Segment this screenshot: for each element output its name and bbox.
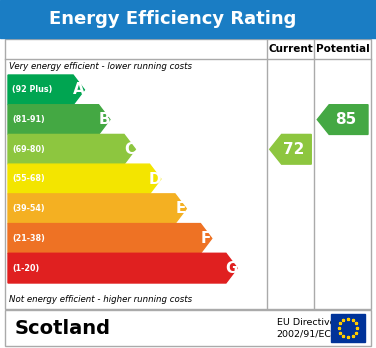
Text: G: G [225, 261, 238, 276]
Text: (81-91): (81-91) [12, 115, 45, 124]
Polygon shape [8, 75, 84, 105]
Bar [5, 39, 371, 309]
Text: D: D [149, 172, 161, 187]
Polygon shape [8, 164, 161, 194]
Text: C: C [124, 142, 135, 157]
Bar [331, 314, 365, 342]
Text: Very energy efficient - lower running costs: Very energy efficient - lower running co… [9, 62, 192, 71]
Polygon shape [8, 134, 135, 164]
Text: F: F [201, 231, 211, 246]
Text: (92 Plus): (92 Plus) [12, 85, 52, 94]
Text: (21-38): (21-38) [12, 234, 45, 243]
Polygon shape [8, 194, 186, 223]
Text: Energy Efficiency Rating: Energy Efficiency Rating [49, 10, 297, 28]
Text: A: A [73, 82, 85, 97]
Bar [5, 310, 371, 346]
Polygon shape [317, 105, 368, 134]
Text: (39-54): (39-54) [12, 204, 45, 213]
Text: 72: 72 [284, 142, 305, 157]
Text: (69-80): (69-80) [12, 145, 45, 154]
Polygon shape [270, 134, 311, 164]
Polygon shape [8, 105, 110, 134]
Text: 85: 85 [335, 112, 357, 127]
Text: Scotland: Scotland [15, 318, 111, 338]
Text: (55-68): (55-68) [12, 174, 45, 183]
Text: Not energy efficient - higher running costs: Not energy efficient - higher running co… [9, 295, 192, 304]
Text: E: E [176, 201, 186, 216]
Text: Current: Current [268, 44, 313, 54]
Text: EU Directive
2002/91/EC: EU Directive 2002/91/EC [277, 318, 335, 338]
Polygon shape [8, 253, 237, 283]
Polygon shape [8, 223, 212, 253]
Text: B: B [99, 112, 110, 127]
Text: Potential: Potential [316, 44, 370, 54]
Text: (1-20): (1-20) [12, 264, 39, 272]
Bar [0, 0, 376, 38]
